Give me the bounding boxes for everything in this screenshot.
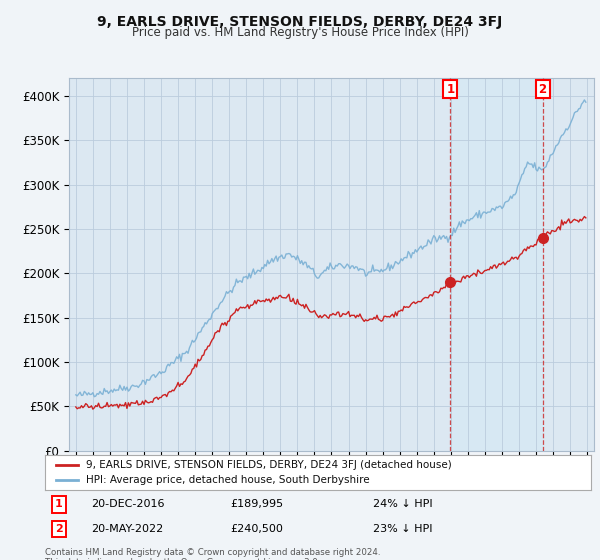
Text: 20-DEC-2016: 20-DEC-2016 <box>91 500 165 510</box>
Text: £240,500: £240,500 <box>230 524 284 534</box>
Bar <box>451 78 542 451</box>
Text: 1: 1 <box>55 500 62 510</box>
Text: 23% ↓ HPI: 23% ↓ HPI <box>373 524 432 534</box>
Text: 24% ↓ HPI: 24% ↓ HPI <box>373 500 432 510</box>
Text: 9, EARLS DRIVE, STENSON FIELDS, DERBY, DE24 3FJ: 9, EARLS DRIVE, STENSON FIELDS, DERBY, D… <box>97 15 503 29</box>
Text: 2: 2 <box>55 524 62 534</box>
Text: Price paid vs. HM Land Registry's House Price Index (HPI): Price paid vs. HM Land Registry's House … <box>131 26 469 39</box>
Text: 9, EARLS DRIVE, STENSON FIELDS, DERBY, DE24 3FJ (detached house): 9, EARLS DRIVE, STENSON FIELDS, DERBY, D… <box>86 460 452 470</box>
Text: Contains HM Land Registry data © Crown copyright and database right 2024.
This d: Contains HM Land Registry data © Crown c… <box>45 548 380 560</box>
Text: HPI: Average price, detached house, South Derbyshire: HPI: Average price, detached house, Sout… <box>86 475 370 486</box>
Text: 2: 2 <box>538 82 547 96</box>
Text: £189,995: £189,995 <box>230 500 284 510</box>
Text: 1: 1 <box>446 82 454 96</box>
Text: 20-MAY-2022: 20-MAY-2022 <box>91 524 164 534</box>
